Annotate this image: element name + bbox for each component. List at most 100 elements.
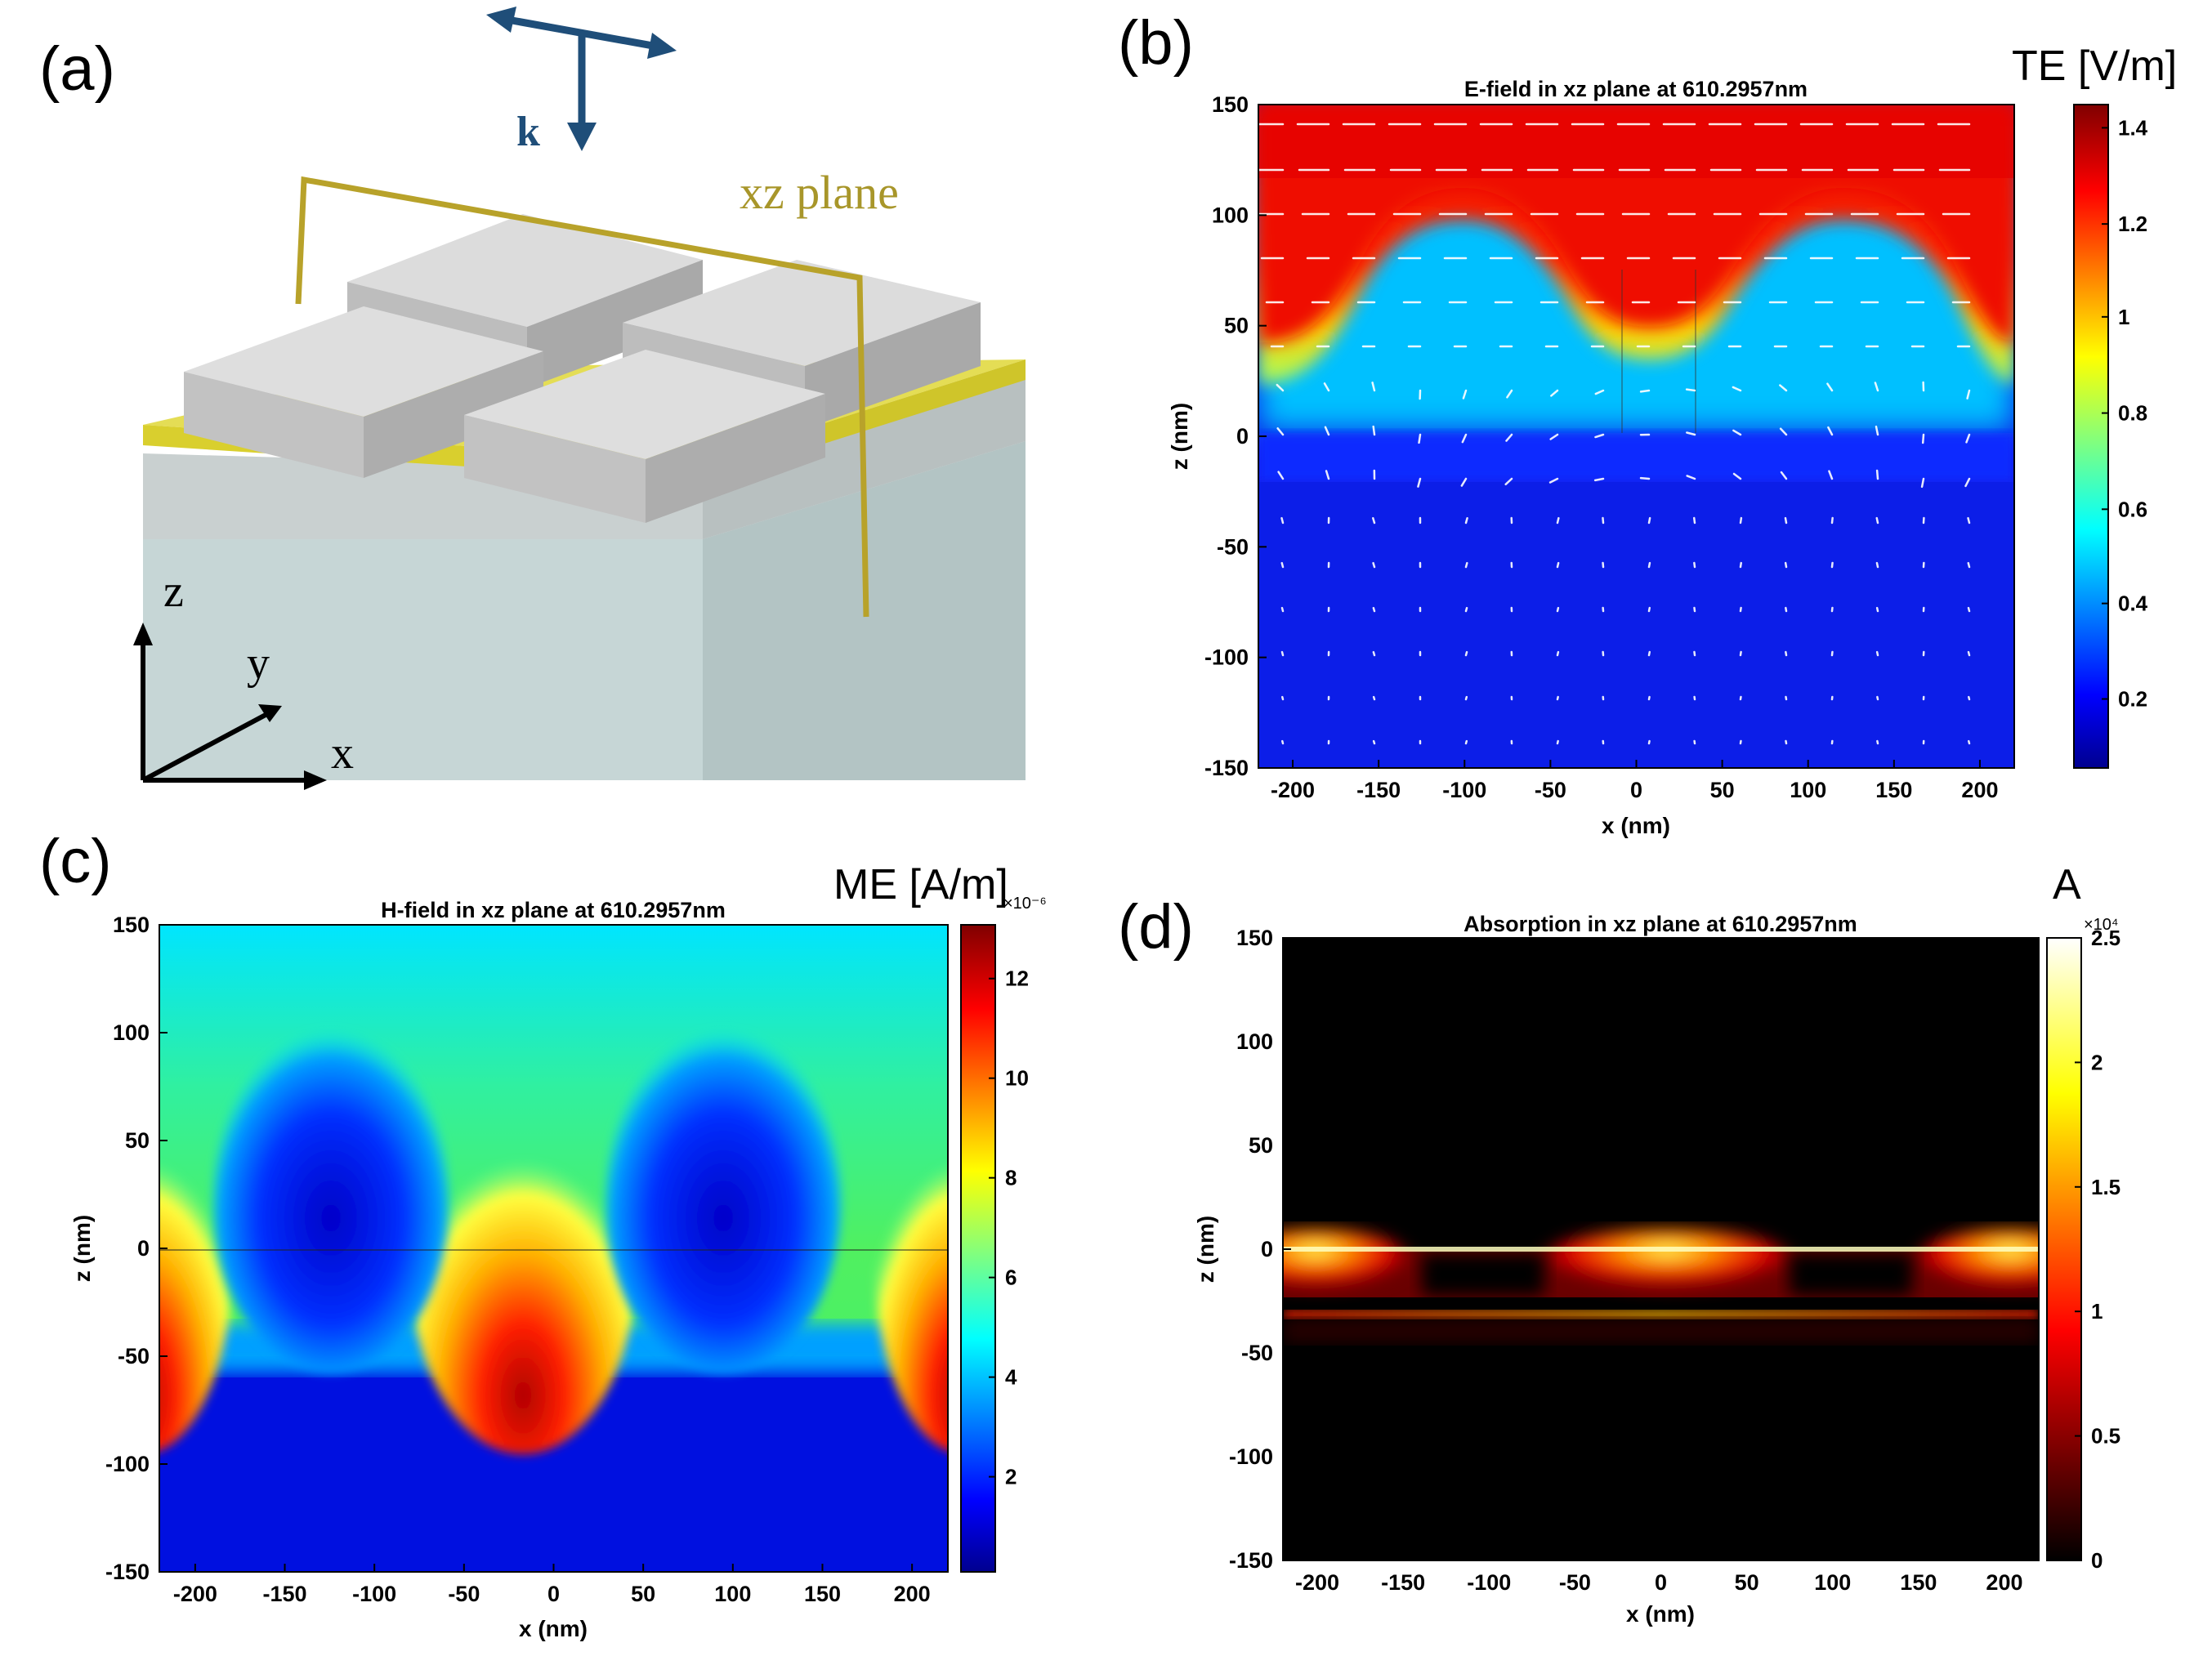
heatmap-c [53, 925, 1054, 1572]
efield-arrow [1649, 741, 1650, 743]
y-tick-label: 0 [1261, 1237, 1273, 1261]
x-tick-label: -50 [1559, 1570, 1591, 1595]
panel-b-title: E-field in xz plane at 610.2957nm [1464, 77, 1808, 101]
colorbar-tick-label: 8 [1005, 1166, 1017, 1190]
y-tick-label: 50 [125, 1128, 150, 1153]
efield-arrow [1557, 741, 1558, 743]
x-tick-label: 100 [1814, 1570, 1851, 1595]
efield-arrow [1877, 518, 1878, 523]
efield-arrow [1466, 518, 1468, 523]
axis-z-label: z [163, 566, 184, 617]
y-tick-label: -100 [1229, 1444, 1273, 1469]
y-tick-label: 100 [113, 1020, 150, 1045]
panel-d-xlabel: x (nm) [1626, 1601, 1695, 1627]
y-tick-label: 150 [1236, 926, 1273, 950]
panel-a-label: (a) [39, 34, 115, 104]
x-tick-label: 150 [1900, 1570, 1937, 1595]
efield-arrow [1968, 652, 1969, 655]
colorbar-tick-label: 2 [2091, 1050, 2103, 1074]
efield-arrow [1282, 697, 1283, 699]
efield-arrow [1282, 741, 1283, 743]
efield-arrow [1877, 741, 1878, 743]
y-tick-label: -50 [1217, 534, 1249, 559]
colorbar-tick-label: 0.5 [2091, 1424, 2120, 1449]
efield-arrow [1785, 697, 1786, 699]
wavevector-label: k [516, 109, 540, 155]
panel-b-xlabel: x (nm) [1602, 813, 1670, 838]
efield-arrow [1968, 741, 1969, 743]
efield-arrow [1785, 608, 1786, 611]
x-tick-label: 50 [1735, 1570, 1759, 1595]
efield-arrow [1785, 652, 1786, 655]
efield-arrow [1282, 608, 1283, 611]
panel-c-unit: ME [A/m] [833, 861, 1008, 908]
efield-arrow [1282, 563, 1283, 567]
efield-arrow [1557, 608, 1558, 611]
colorbar-tick-label: 0.2 [2118, 687, 2147, 712]
x-tick-label: -50 [448, 1582, 480, 1606]
y-tick-label: -100 [105, 1452, 150, 1476]
y-tick-label: 0 [1236, 424, 1249, 449]
efield-arrow [1466, 652, 1467, 655]
y-tick-label: 50 [1249, 1133, 1273, 1158]
y-tick-label: 100 [1236, 1029, 1273, 1054]
x-tick-label: 0 [1655, 1570, 1667, 1595]
panel-a: (a) [39, 7, 1026, 790]
efield-arrow [1466, 697, 1467, 699]
panel-d-title: Absorption in xz plane at 610.2957nm [1463, 912, 1857, 936]
colorbar-tick-label: 1.2 [2118, 212, 2147, 236]
efield-arrow [1968, 563, 1969, 567]
efield-arrow [1785, 518, 1786, 523]
efield-arrow [1466, 608, 1467, 611]
y-tick-label: 0 [137, 1236, 150, 1261]
x-tick-label: 200 [1986, 1570, 2022, 1595]
efield-arrow [1923, 435, 1924, 443]
efield-arrow [1687, 390, 1695, 391]
colorbar-c-exponent: ×10⁻⁶ [1003, 895, 1047, 913]
efield-arrow [1832, 518, 1833, 523]
polarization-arrow-icon [486, 7, 677, 151]
colorbar-tick-label: 0.8 [2118, 401, 2147, 426]
x-tick-label: 200 [1961, 778, 1998, 802]
x-tick-label: 50 [1710, 778, 1735, 802]
colorbar-tick-label: 12 [1005, 966, 1029, 991]
efield-arrow [1649, 652, 1650, 655]
efield-arrow [1694, 652, 1695, 655]
efield-arrow [1832, 563, 1833, 567]
x-tick-label: -150 [1381, 1570, 1425, 1595]
panel-c-ylabel: z (nm) [69, 1215, 95, 1282]
panel-d: (d) A Absorption in xz plane at 610.2957… [1118, 861, 2120, 1627]
x-tick-label: 100 [1790, 778, 1826, 802]
x-tick-label: -200 [1271, 778, 1315, 802]
x-tick-label: -200 [1295, 1570, 1339, 1595]
panel-c-label: (c) [39, 827, 112, 896]
x-tick-label: -150 [262, 1582, 306, 1606]
panel-b: (b) TE [V/m] E-field in xz plane at 610.… [1118, 8, 2177, 838]
efield-arrow [1373, 518, 1374, 523]
y-tick-label: -150 [105, 1560, 150, 1584]
efield-arrow [1877, 652, 1878, 655]
efield-arrow [1557, 563, 1558, 567]
efield-arrow [1968, 518, 1969, 523]
x-tick-label: -150 [1356, 778, 1401, 802]
y-tick-label: 100 [1212, 203, 1249, 227]
colorbar-tick-label: 0.4 [2118, 591, 2148, 616]
colorbar-tick-label: 6 [1005, 1266, 1017, 1290]
efield-arrow [1785, 563, 1786, 567]
colorbar-c [961, 925, 995, 1572]
efield-arrow [1282, 652, 1283, 655]
efield-arrow [1694, 608, 1695, 611]
efield-arrow [1282, 518, 1283, 523]
x-tick-label: -200 [173, 1582, 217, 1606]
heatmap-b [1252, 105, 2014, 768]
efield-arrow [1968, 697, 1969, 699]
y-tick-label: -50 [1241, 1341, 1273, 1365]
x-tick-label: 150 [804, 1582, 841, 1606]
efield-arrow [1557, 697, 1558, 699]
xz-plane-label: xz plane [740, 166, 899, 219]
y-tick-label: 150 [113, 913, 150, 937]
x-tick-label: 150 [1875, 778, 1912, 802]
efield-arrow [1877, 697, 1878, 699]
panel-b-label: (b) [1118, 8, 1194, 78]
